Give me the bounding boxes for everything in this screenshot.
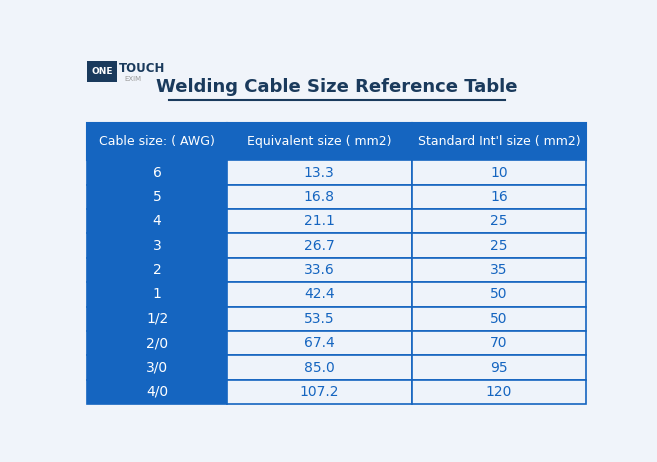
Bar [227, 355, 411, 380]
Bar [87, 160, 227, 185]
Bar [411, 331, 586, 355]
Bar [87, 123, 227, 160]
Bar [227, 185, 411, 209]
Text: 6: 6 [152, 165, 162, 180]
Text: 16.8: 16.8 [304, 190, 335, 204]
Bar [227, 160, 411, 185]
Text: Welding Cable Size Reference Table: Welding Cable Size Reference Table [156, 79, 518, 97]
Bar [87, 209, 227, 233]
Bar [411, 380, 586, 404]
Text: 67.4: 67.4 [304, 336, 334, 350]
Text: 50: 50 [490, 287, 508, 301]
Bar [411, 233, 586, 258]
Bar [87, 355, 227, 380]
Text: 2: 2 [152, 263, 162, 277]
Bar [227, 233, 411, 258]
Text: 25: 25 [490, 239, 508, 253]
Text: 3: 3 [152, 239, 162, 253]
Bar [227, 123, 411, 160]
Bar [87, 61, 117, 82]
Text: 85.0: 85.0 [304, 360, 334, 375]
Text: 5: 5 [152, 190, 162, 204]
Text: ONE: ONE [91, 67, 113, 76]
Text: 95: 95 [490, 360, 508, 375]
Text: 2/0: 2/0 [146, 336, 168, 350]
Text: 120: 120 [486, 385, 512, 399]
Bar [411, 258, 586, 282]
Bar [227, 209, 411, 233]
Text: 25: 25 [490, 214, 508, 228]
Text: 10: 10 [490, 165, 508, 180]
Bar [227, 307, 411, 331]
Text: Standard Int'l size ( mm2): Standard Int'l size ( mm2) [418, 135, 580, 148]
Text: 107.2: 107.2 [300, 385, 339, 399]
Bar [411, 355, 586, 380]
Text: Equivalent size ( mm2): Equivalent size ( mm2) [247, 135, 392, 148]
Text: 4: 4 [152, 214, 162, 228]
Bar [411, 185, 586, 209]
Bar [411, 123, 586, 160]
Bar [411, 282, 586, 307]
Text: 4/0: 4/0 [146, 385, 168, 399]
Text: 1: 1 [152, 287, 162, 301]
Text: 13.3: 13.3 [304, 165, 334, 180]
Text: 50: 50 [490, 312, 508, 326]
Text: 21.1: 21.1 [304, 214, 334, 228]
Bar [87, 380, 227, 404]
Bar [411, 160, 586, 185]
Text: 42.4: 42.4 [304, 287, 334, 301]
Text: EXIM: EXIM [124, 76, 142, 82]
Bar [227, 258, 411, 282]
Bar [227, 282, 411, 307]
Bar [87, 258, 227, 282]
Bar [87, 331, 227, 355]
Text: Cable size: ( AWG): Cable size: ( AWG) [99, 135, 215, 148]
Text: TOUCH: TOUCH [119, 62, 165, 75]
Bar [227, 380, 411, 404]
Bar [87, 307, 227, 331]
Bar [87, 282, 227, 307]
Text: 1/2: 1/2 [146, 312, 168, 326]
Bar [227, 331, 411, 355]
Text: 53.5: 53.5 [304, 312, 334, 326]
Bar [87, 233, 227, 258]
Text: 35: 35 [490, 263, 508, 277]
Text: 3/0: 3/0 [146, 360, 168, 375]
Bar [411, 209, 586, 233]
Text: 33.6: 33.6 [304, 263, 334, 277]
Bar [87, 185, 227, 209]
Text: 16: 16 [490, 190, 508, 204]
Bar [411, 307, 586, 331]
Text: 70: 70 [490, 336, 508, 350]
Text: 26.7: 26.7 [304, 239, 334, 253]
